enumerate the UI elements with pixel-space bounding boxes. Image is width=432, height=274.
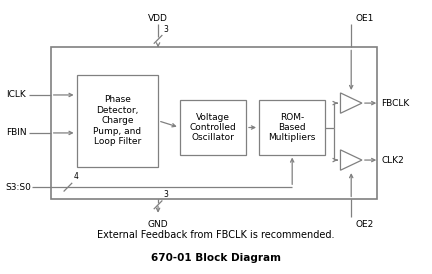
Bar	[51, 47, 377, 199]
Text: Phase
Detector,
Charge
Pump, and
Loop Filter: Phase Detector, Charge Pump, and Loop Fi…	[93, 95, 141, 146]
Text: Voltage
Controlled
Oscillator: Voltage Controlled Oscillator	[189, 113, 236, 142]
Text: FBIN: FBIN	[6, 129, 26, 138]
Text: S3:S0: S3:S0	[6, 183, 32, 192]
Text: CLK2: CLK2	[381, 156, 404, 165]
Text: External Feedback from FBCLK is recommended.: External Feedback from FBCLK is recommen…	[97, 230, 335, 240]
Text: 670-01 Block Diagram: 670-01 Block Diagram	[151, 253, 281, 263]
Text: FBCLK: FBCLK	[381, 99, 410, 108]
Polygon shape	[340, 93, 362, 113]
Bar	[180, 100, 246, 155]
Text: 3: 3	[164, 25, 168, 34]
Polygon shape	[340, 150, 362, 170]
Text: 3: 3	[164, 190, 168, 199]
Text: VDD: VDD	[148, 14, 168, 23]
Text: 4: 4	[73, 172, 78, 181]
Text: OE1: OE1	[356, 14, 374, 23]
Text: OE2: OE2	[356, 220, 374, 229]
Text: GND: GND	[148, 220, 168, 229]
Text: ICLK: ICLK	[6, 90, 25, 99]
Bar	[76, 75, 158, 167]
Text: ROM-
Based
Multipliers: ROM- Based Multipliers	[269, 113, 316, 142]
Bar	[259, 100, 325, 155]
